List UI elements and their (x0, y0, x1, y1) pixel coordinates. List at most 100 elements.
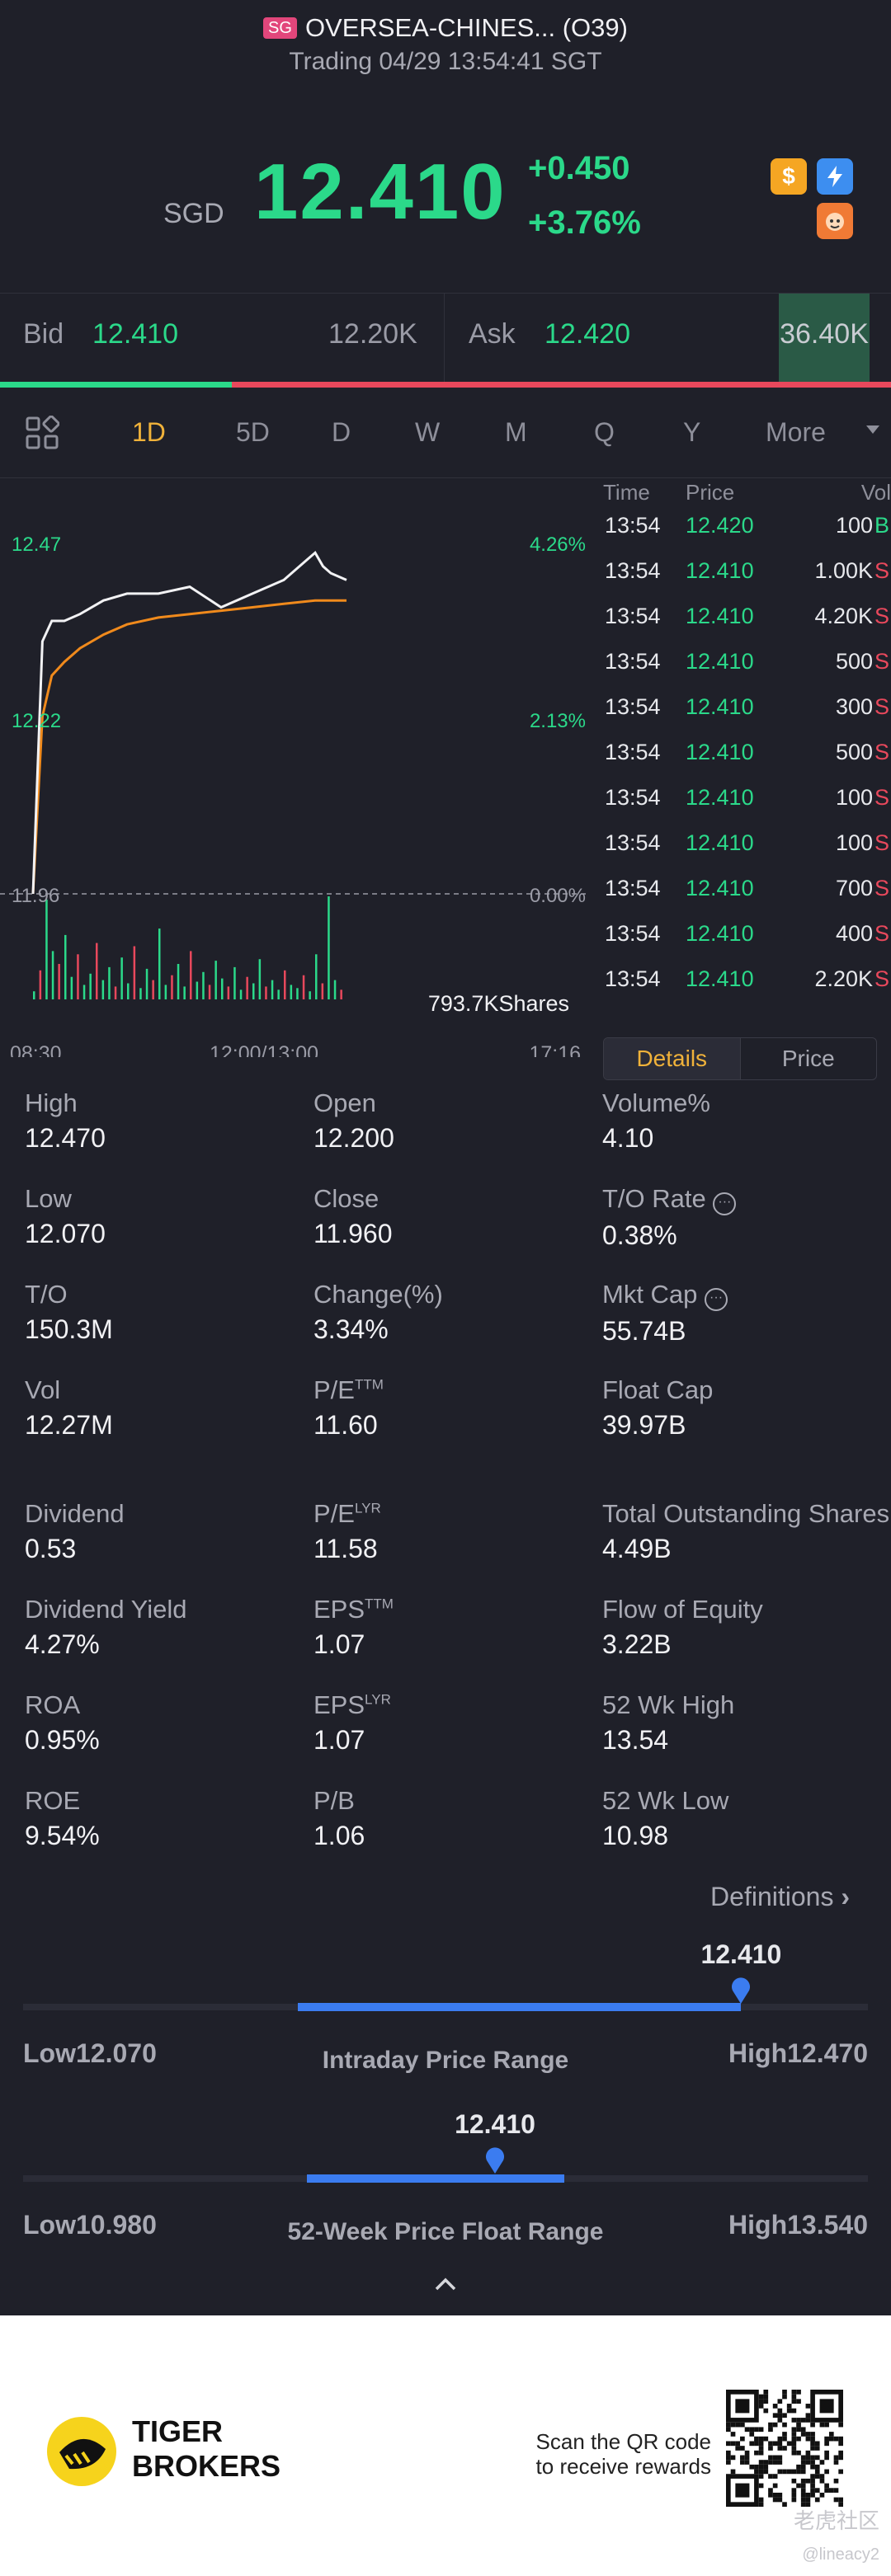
qr-module (824, 2455, 829, 2461)
stat-label: Volume% (602, 1088, 710, 1117)
qr-module (768, 2446, 773, 2451)
y-label-base-right: 0.00% (530, 885, 586, 907)
tick-volume: 100 (835, 830, 873, 855)
time-and-sales-table[interactable]: Time Price Vol 13:54 12.420 100 B 13:54 12.41… (598, 480, 891, 1032)
qr-module (772, 2404, 778, 2409)
volume-bar (177, 964, 180, 999)
intraday-low: Low12.070 (23, 2038, 157, 2068)
stat-dividend: Dividend 0.53 (25, 1499, 305, 1564)
volume-bar (252, 983, 255, 999)
price-line (31, 550, 347, 895)
qr-code[interactable] (726, 2390, 843, 2507)
qr-module (768, 2455, 773, 2461)
qr-module (777, 2460, 783, 2465)
brand-line-2: BROKERS (132, 2449, 281, 2483)
qr-module (833, 2436, 839, 2442)
stat-vol: Vol 12.27M (25, 1375, 305, 1441)
qr-module (819, 2474, 825, 2479)
tab-w[interactable]: W (415, 417, 441, 447)
stat-label: EPS (314, 1690, 365, 1719)
tiger-mascot-icon[interactable] (817, 203, 853, 239)
tab-5d[interactable]: 5D (236, 417, 270, 447)
qr-module (768, 2492, 773, 2498)
qr-module (805, 2478, 811, 2484)
qr-module (805, 2432, 811, 2437)
qr-module (810, 2464, 815, 2470)
qr-module (791, 2432, 797, 2437)
stat-p-b: P/B 1.06 (314, 1786, 594, 1851)
week52-title: 52-Week Price Float Range (287, 2218, 604, 2245)
ask-label: Ask (469, 318, 516, 350)
stat-label-sup: TTM (354, 1376, 384, 1393)
tick-time: 13:54 (605, 966, 661, 991)
qr-module (768, 2460, 773, 2465)
week52-fill (307, 2174, 564, 2183)
volume-bar (58, 964, 60, 999)
tab-more[interactable]: More (766, 417, 826, 447)
bid-ask-bar[interactable]: Bid 12.410 12.20K Ask 12.420 36.40K (0, 293, 891, 383)
tick-volume: 500 (835, 649, 873, 674)
qr-module (791, 2497, 797, 2503)
qr-module (791, 2390, 797, 2395)
tab-y[interactable]: Y (683, 417, 701, 447)
layout-grid-icon[interactable] (25, 415, 60, 454)
tick-side: S (874, 558, 889, 583)
qr-module (772, 2413, 778, 2419)
info-icon[interactable]: ··· (713, 1192, 737, 1215)
qr-module (777, 2418, 783, 2423)
tick-row: 13:54 12.410 700 S (598, 866, 891, 911)
qr-module (768, 2474, 773, 2479)
tick-volume: 300 (835, 694, 873, 719)
details-price-toggle[interactable]: Details Price (603, 1037, 877, 1080)
qr-module (796, 2483, 801, 2489)
qr-module (805, 2450, 811, 2456)
week52-high: High13.540 (728, 2210, 868, 2240)
tab-q[interactable]: Q (594, 417, 615, 447)
tab-details[interactable]: Details (604, 1038, 740, 1079)
dollar-icon[interactable]: $ (771, 158, 807, 195)
stat-label: P/E (314, 1375, 355, 1404)
qr-module (763, 2399, 769, 2404)
volume-bar (183, 986, 186, 999)
volume-bar (82, 985, 86, 999)
stat-label: Total Outstanding Shares (602, 1499, 890, 1528)
stat-t-o-rate: T/O Rate ··· 0.38% (602, 1184, 883, 1251)
qr-module (838, 2450, 843, 2456)
scan-caption: Scan the QR code to receive rewards (536, 2429, 711, 2479)
tab-m[interactable]: M (505, 417, 527, 447)
tab-price[interactable]: Price (739, 1038, 877, 1079)
chevron-up-icon[interactable] (433, 2276, 458, 2296)
qr-module (772, 2483, 778, 2489)
tab-1d[interactable]: 1D (132, 417, 166, 447)
definitions-link[interactable]: Definitions › (710, 1882, 850, 1912)
stat-label: T/O Rate (602, 1184, 706, 1213)
qr-module (796, 2427, 801, 2433)
qr-module (749, 2432, 755, 2437)
qr-module (754, 2469, 759, 2475)
tab-d[interactable]: D (332, 417, 351, 447)
volume-bar (139, 988, 142, 999)
lightning-icon[interactable] (817, 158, 853, 195)
qr-module (772, 2441, 778, 2447)
intraday-chart[interactable]: 12.47 4.26% 12.22 2.13% 11.96 0.00% 793.… (0, 480, 598, 1065)
tick-side: B (874, 513, 889, 538)
qr-module (777, 2497, 783, 2503)
stat-52-wk-high: 52 Wk High 13.54 (602, 1690, 883, 1756)
info-icon[interactable]: ··· (705, 1288, 728, 1311)
y-label-mid-right: 2.13% (530, 710, 586, 732)
qr-module (782, 2394, 787, 2400)
qr-module (814, 2441, 820, 2447)
currency-label: SGD (163, 198, 224, 229)
qr-module (763, 2460, 769, 2465)
tick-row: 13:54 12.410 100 S (598, 775, 891, 820)
volume-bar (246, 976, 248, 999)
qr-module (838, 2469, 843, 2475)
tick-side: S (874, 740, 889, 764)
qr-module (833, 2455, 839, 2461)
chevron-down-icon[interactable] (866, 425, 879, 434)
stock-title[interactable]: SG OVERSEA-CHINES... (O39) (0, 13, 891, 43)
stock-name: OVERSEA-CHINES... (O39) (304, 13, 628, 42)
qr-module (805, 2404, 811, 2409)
tick-row: 13:54 12.410 300 S (598, 684, 891, 730)
qr-module (777, 2413, 783, 2419)
